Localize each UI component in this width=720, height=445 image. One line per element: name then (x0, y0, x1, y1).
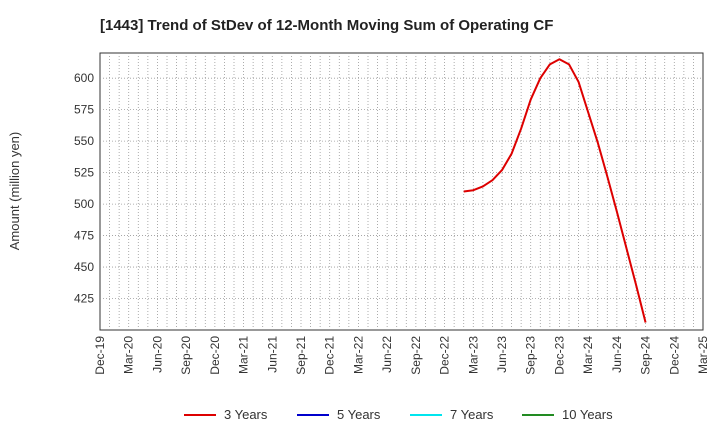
y-tick-labels: 425 450 475 500 525 550 575 600 (74, 71, 94, 305)
legend: 3 Years 5 Years 7 Years 10 Years (184, 407, 613, 422)
plot-area (99, 52, 704, 331)
legend-label: 3 Years (224, 407, 268, 422)
x-tick-label: Dec-20 (208, 336, 222, 375)
y-tick-label: 450 (74, 260, 94, 274)
x-tick-label: Jun-24 (610, 336, 624, 373)
x-tick-label: Mar-21 (237, 336, 251, 374)
y-tick-label: 600 (74, 71, 94, 85)
x-tick-label: Jun-23 (495, 336, 509, 373)
y-tick-label: 475 (74, 229, 94, 243)
y-tick-label: 550 (74, 134, 94, 148)
x-tick-label: Mar-24 (581, 336, 595, 374)
y-tick-label: 500 (74, 197, 94, 211)
x-tick-label: Jun-20 (150, 336, 164, 373)
plot-frame (99, 52, 704, 331)
x-tick-label: Dec-23 (552, 336, 566, 375)
x-tick-labels: Dec-19 Mar-20 Jun-20 Sep-20 Dec-20 Mar-21 Jun-… (93, 336, 710, 375)
legend-label: 10 Years (562, 407, 613, 422)
chart-title: [1443] Trend of StDev of 12-Month Moving… (100, 17, 553, 34)
y-tick-label: 525 (74, 166, 94, 180)
x-tick-label: Mar-23 (466, 336, 480, 374)
y-tick-label: 425 (74, 292, 94, 306)
x-tick-label: Dec-24 (667, 336, 681, 375)
x-tick-label: Mar-22 (351, 336, 365, 374)
x-tick-label: Mar-20 (122, 336, 136, 374)
series-layer (463, 58, 647, 323)
x-tick-label: Sep-22 (409, 336, 423, 375)
y-axis-label: Amount (million yen) (7, 132, 22, 251)
legend-label: 7 Years (450, 407, 494, 422)
x-tick-label: Sep-23 (524, 336, 538, 375)
x-tick-label: Sep-24 (639, 336, 653, 375)
y-tick-label: 575 (74, 103, 94, 117)
x-tick-label: Sep-20 (179, 336, 193, 375)
x-tick-label: Jun-22 (380, 336, 394, 373)
x-tick-label: Dec-21 (323, 336, 337, 375)
x-tick-label: Dec-22 (438, 336, 452, 375)
x-tick-label: Mar-25 (696, 336, 710, 374)
x-tick-label: Jun-21 (265, 336, 279, 373)
series-line-3-years (463, 58, 647, 323)
x-tick-label: Sep-21 (294, 336, 308, 375)
x-tick-label: Dec-19 (93, 336, 107, 375)
legend-label: 5 Years (337, 407, 381, 422)
